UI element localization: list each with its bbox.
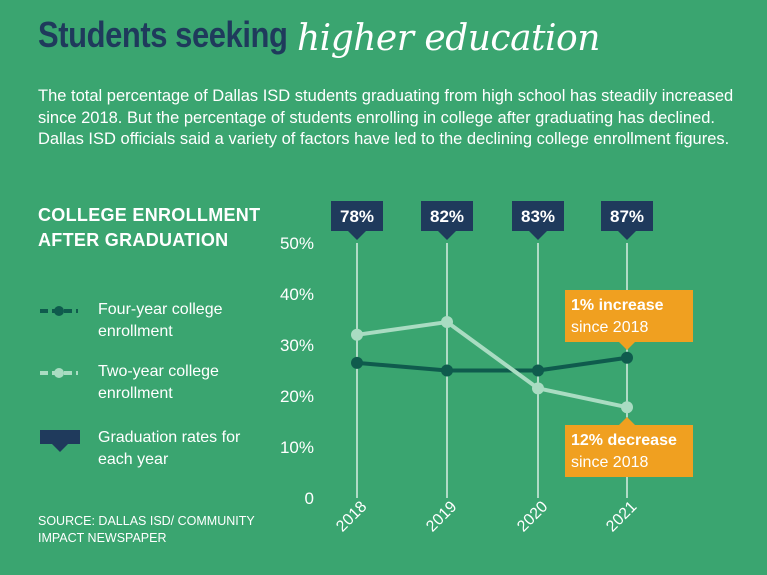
legend-four-year-swatch: [40, 306, 78, 316]
legend-two-year-swatch: [40, 368, 78, 378]
y-tick-label: 40%: [280, 285, 314, 304]
callout-pointer: [619, 417, 635, 425]
source-note: SOURCE: DALLAS ISD/ COMMUNITY IMPACT NEW…: [38, 514, 255, 545]
graduation-badge-2020: [512, 201, 564, 231]
legend-four-year-label: Four-year college enrollment: [98, 301, 223, 340]
y-tick-label: 20%: [280, 387, 314, 406]
y-tick-label: 50%: [280, 234, 314, 253]
graduation-rate-label: 83%: [521, 207, 555, 226]
callout-box-2: [565, 425, 693, 477]
page-title-script: higher education: [297, 18, 600, 59]
callout-box-1: [565, 290, 693, 342]
x-tick-label: 2018: [333, 498, 370, 535]
callout-text: since 2018: [571, 319, 648, 336]
y-tick-label: 30%: [280, 336, 314, 355]
y-tick-label: 0: [305, 489, 314, 508]
graduation-badge-2019: [421, 201, 473, 231]
graduation-rate-label: 82%: [430, 207, 464, 226]
callout-pointer: [619, 342, 635, 350]
point-four-year-2018: [351, 356, 363, 369]
x-tick-label: 2021: [603, 498, 640, 535]
point-two-year-2021: [621, 401, 633, 414]
point-two-year-2020: [532, 382, 544, 395]
y-tick-label: 10%: [280, 438, 314, 457]
point-four-year-2021: [621, 351, 633, 364]
graduation-badge-pointer: [348, 231, 366, 240]
legend-title: COLLEGE ENROLLMENT AFTER GRADUATION: [38, 205, 261, 250]
callout-text: since 2018: [571, 454, 648, 471]
intro-text: The total percentage of Dallas ISD stude…: [38, 87, 734, 148]
point-four-year-2019: [441, 364, 453, 377]
page-title: Students seeking: [38, 14, 288, 55]
x-tick-label: 2019: [423, 498, 460, 535]
callout-bold-text: 12% decrease: [571, 432, 677, 449]
callout-bold-text: 1% increase: [571, 297, 664, 314]
series-line-two-year: [356, 320, 628, 410]
legend-graduation-label: Graduation rates for each year: [98, 429, 241, 468]
legend-two-year-label: Two-year college enrollment: [98, 363, 219, 402]
graduation-rate-label: 78%: [340, 207, 374, 226]
graduation-badge-pointer: [529, 231, 547, 240]
graduation-badge-2018: [331, 201, 383, 231]
graduation-badge-pointer: [618, 231, 636, 240]
series-line-four-year: [356, 355, 628, 373]
point-two-year-2018: [351, 328, 363, 341]
graduation-badge-pointer: [438, 231, 456, 240]
x-tick-label: 2020: [514, 498, 551, 535]
graduation-rate-label: 87%: [610, 207, 644, 226]
graduation-badge-2021: [601, 201, 653, 231]
point-four-year-2020: [532, 364, 544, 377]
legend-graduation-swatch: [40, 430, 80, 452]
point-two-year-2019: [441, 316, 453, 329]
